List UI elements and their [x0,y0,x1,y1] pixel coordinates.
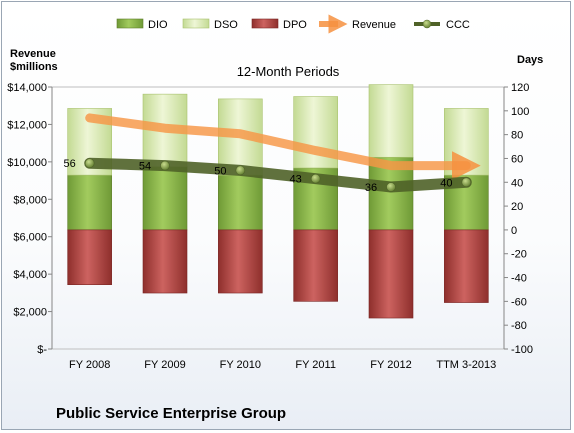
line-layer: 56 54 50 43 36 40 [64,113,481,194]
bar-dio [218,174,263,231]
legend-swatch-dio [116,18,144,29]
left-axis-label-line1: Revenue [10,48,56,60]
bar-dso [368,84,414,158]
legend-label-dpo: DPO [283,19,307,31]
right-axis-tick-label: -100 [511,344,533,356]
right-axis-tick-label: 60 [511,153,523,165]
bar-dio [67,174,112,231]
legend-swatch-ccc-dot [422,19,432,29]
left-axis-tick-label: $6,000 [13,232,47,244]
x-axis-category-label: FY 2011 [295,359,336,371]
legend-label-ccc: CCC [446,19,470,31]
ccc-data-label: 56 [64,158,76,170]
x-axis-category-label: TTM 3-2013 [436,359,496,371]
legend-label-revenue: Revenue [352,19,396,31]
x-axis-category-label: FY 2010 [220,359,261,371]
right-axis-tick-label: -80 [511,320,527,332]
right-axis-tick-label: -60 [511,296,527,308]
bar-dpo [67,229,112,285]
ccc-data-label: 40 [440,177,452,189]
ccc-data-label: 43 [290,174,302,186]
right-axis-tick-label: -40 [511,273,527,285]
right-axis-tick-label: 40 [511,177,523,189]
legend-swatch-dpo [251,18,279,29]
ccc-point [235,165,246,176]
left-axis-tick-label: $14,000 [7,82,47,94]
left-axis-tick-label: $4,000 [13,269,47,281]
right-axis-tick-label: -20 [511,249,527,261]
legend: DIO DSO DPO Revenue CCC [116,14,470,34]
footer-company-title: Public Service Enterprise Group [56,405,286,422]
ccc-series-line [84,157,472,193]
chart-title: 12-Month Periods [237,64,340,79]
bar-dpo [218,229,263,294]
ccc-data-label: 50 [214,165,226,177]
right-axis-tick-label: 120 [511,82,529,94]
legend-label-dso: DSO [214,19,238,31]
bar-dpo [142,229,188,294]
left-axis-tick-label: $12,000 [7,119,47,131]
right-axis-tick-label: 0 [511,225,517,237]
left-axis-tick-label: $2,000 [13,307,47,319]
ccc-point [84,158,95,169]
left-axis-label-line2: $millions [10,61,58,73]
left-axis-tick-label: $- [37,344,47,356]
bar-dpo [293,229,338,302]
left-axis-tick-label: $10,000 [7,157,47,169]
right-axis-tick-label: 100 [511,106,529,118]
x-axis-category-label: FY 2008 [69,359,110,371]
ccc-data-label: 54 [139,161,151,173]
right-axis-tick-label: 20 [511,201,523,213]
legend-label-dio: DIO [148,19,168,31]
bar-dpo [444,229,489,303]
x-axis-category-label: FY 2012 [370,359,411,371]
legend-swatch-dso [182,18,210,29]
ccc-point [310,173,321,184]
ccc-point [386,182,396,192]
tick-layer: $- $2,000 $4,000 $6,000 $8,000 $10,000 $12,000… [7,82,533,371]
revenue-series-line [85,113,481,181]
bar-dio [142,166,188,231]
right-axis-tick-label: 80 [511,130,523,142]
ccc-point [160,160,170,171]
ccc-point [461,177,472,188]
right-axis-label: Days [517,54,543,66]
ccc-data-label: 36 [365,182,377,194]
x-axis-category-label: FY 2009 [144,359,185,371]
left-axis-tick-label: $8,000 [13,194,47,206]
bar-dpo [368,229,414,319]
